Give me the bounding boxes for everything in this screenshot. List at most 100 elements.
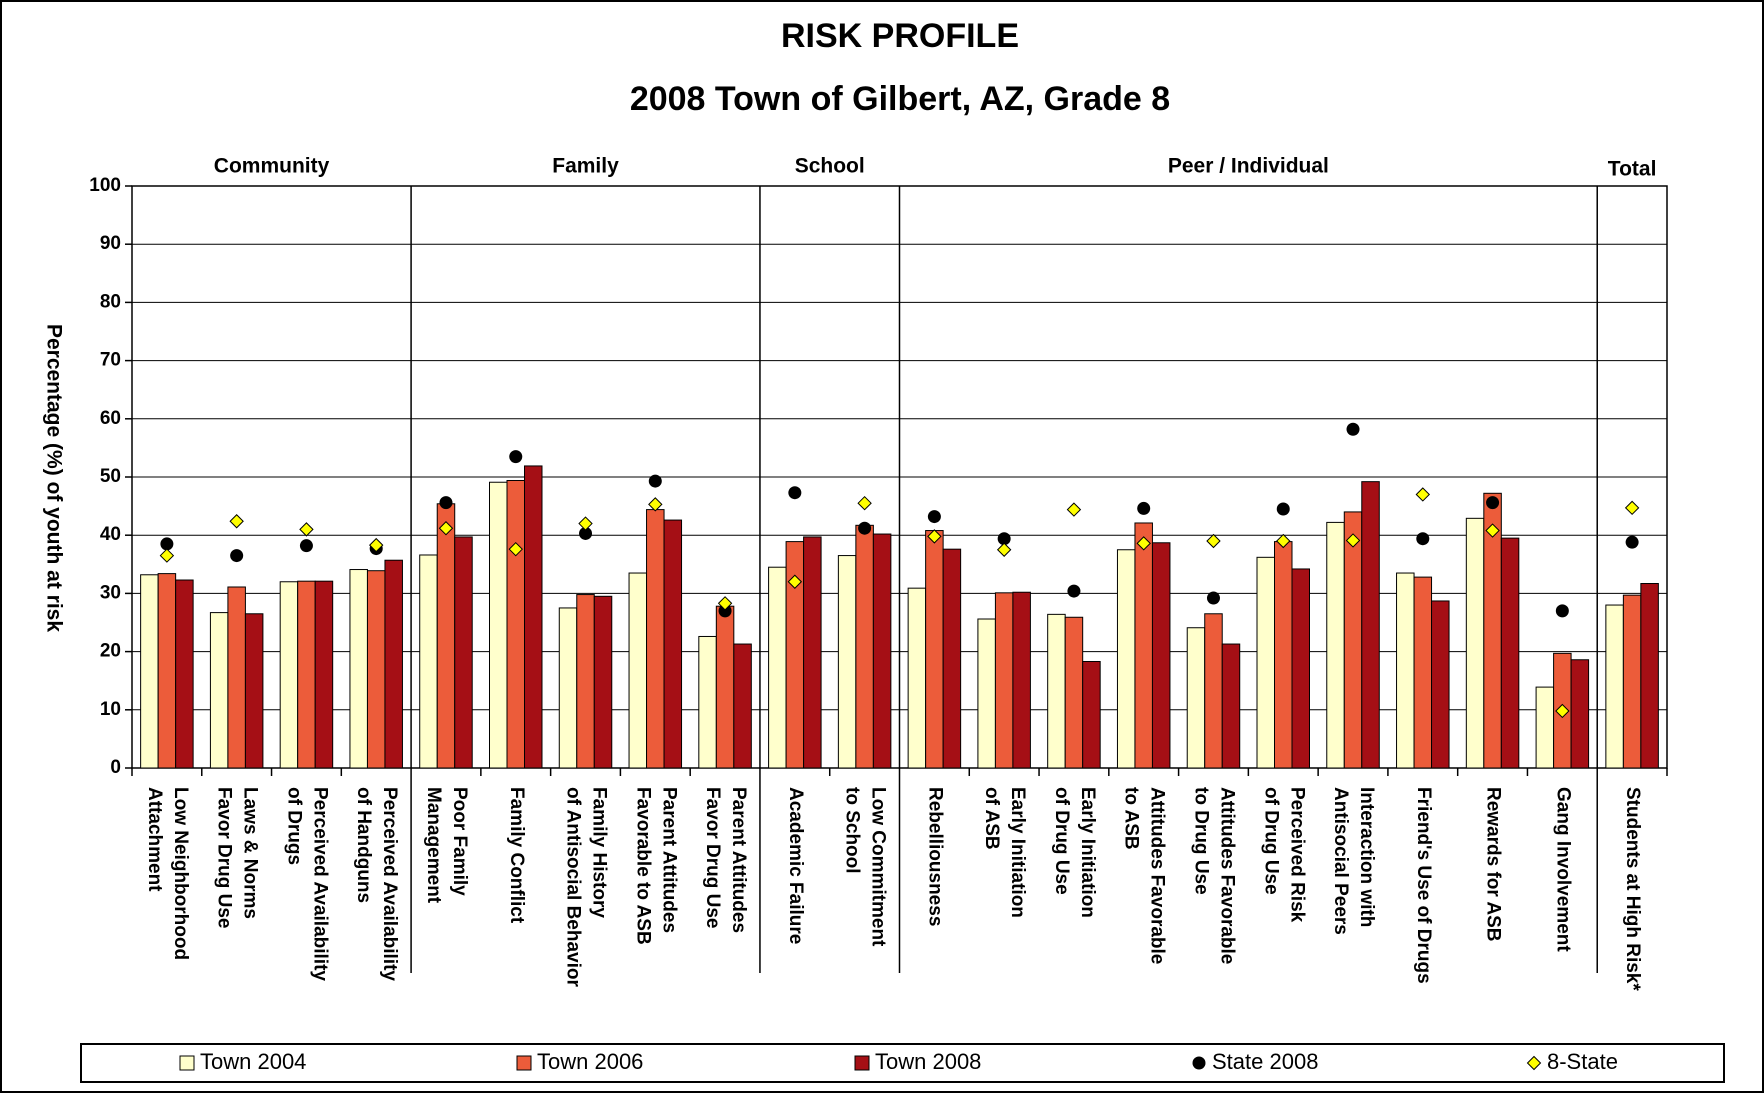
bar bbox=[663, 519, 683, 769]
y-tick-label: 50 bbox=[100, 466, 121, 487]
y-tick-label: 70 bbox=[100, 350, 121, 371]
x-tick-label: Perceived Availabilityof Drugs bbox=[283, 787, 330, 981]
bar bbox=[872, 533, 892, 769]
legend-label: State 2008 bbox=[1212, 1049, 1318, 1074]
diamond-marker bbox=[996, 542, 1012, 557]
group-label: Family bbox=[552, 155, 619, 178]
legend-label: Town 2008 bbox=[875, 1049, 981, 1074]
diamond-marker bbox=[1276, 533, 1291, 549]
y-tick-label: 20 bbox=[100, 641, 121, 662]
bar bbox=[1064, 616, 1084, 769]
x-tick-label: Students at High Risk* bbox=[1622, 787, 1643, 991]
diamond-marker bbox=[229, 514, 244, 529]
bar bbox=[1326, 521, 1345, 769]
state-marker bbox=[858, 521, 872, 535]
bar bbox=[1204, 613, 1223, 769]
bar bbox=[1570, 659, 1590, 769]
x-tick-label: Early Initiationof Drug Use bbox=[1051, 787, 1098, 918]
bar bbox=[244, 613, 264, 769]
state-marker bbox=[1346, 422, 1360, 436]
bar bbox=[1605, 604, 1624, 769]
chart-subtitle: 2008 Town of Gilbert, AZ, Grade 8 bbox=[630, 80, 1170, 118]
bar bbox=[576, 594, 595, 769]
y-tick-label: 40 bbox=[100, 524, 121, 545]
bar bbox=[1186, 627, 1206, 769]
state-marker bbox=[230, 549, 244, 563]
y-tick-label: 90 bbox=[100, 233, 121, 254]
x-tick-label: Rewards for ASB bbox=[1483, 787, 1504, 942]
bar bbox=[855, 524, 874, 769]
chart-title: RISK PROFILE bbox=[781, 17, 1019, 55]
state-marker bbox=[1625, 535, 1639, 549]
bar bbox=[1291, 568, 1310, 769]
bar bbox=[628, 572, 648, 769]
bar bbox=[1256, 556, 1275, 769]
bar bbox=[1082, 660, 1101, 769]
bar bbox=[1535, 686, 1555, 769]
bar bbox=[209, 612, 229, 769]
bar bbox=[715, 605, 735, 769]
bar bbox=[1134, 522, 1153, 769]
bar bbox=[175, 579, 194, 769]
bar bbox=[140, 574, 159, 769]
x-tick-label: Early Initiationof ASB bbox=[981, 787, 1028, 918]
diamond-marker bbox=[927, 529, 942, 544]
state-marker bbox=[1067, 584, 1081, 598]
diamond-marker bbox=[1415, 487, 1431, 502]
bar bbox=[977, 618, 996, 769]
x-tick-label: Perceived Riskof Drug Use bbox=[1260, 787, 1307, 923]
x-tick-label: Parent AttitudesFavor Drug Use bbox=[702, 787, 749, 933]
x-tick-label: Academic Failure bbox=[785, 787, 806, 944]
group-label: Peer / Individual bbox=[1168, 155, 1329, 178]
y-tick-label: 30 bbox=[100, 582, 121, 603]
state-marker bbox=[1276, 502, 1290, 516]
x-tick-label: Laws & NormsFavor Drug Use bbox=[214, 787, 261, 928]
bar bbox=[803, 536, 822, 769]
y-axis-label: Percentage (%) of youth at risk bbox=[42, 324, 65, 632]
legend-label: 8-State bbox=[1547, 1049, 1618, 1074]
group-label: Total bbox=[1608, 158, 1657, 181]
diamond-marker bbox=[787, 574, 803, 589]
bar bbox=[593, 595, 613, 769]
x-tick-label: Interaction withAntisocial Peers bbox=[1330, 787, 1377, 935]
diamond-marker bbox=[857, 495, 872, 511]
diamond-marker bbox=[438, 521, 454, 536]
bar bbox=[837, 555, 857, 769]
legend-swatch bbox=[179, 1055, 195, 1071]
x-tick-label: Parent AttitudesFavorable to ASB bbox=[632, 787, 679, 945]
diamond-marker bbox=[1206, 533, 1221, 549]
legend-swatch bbox=[1526, 1055, 1542, 1071]
state-marker bbox=[160, 537, 174, 551]
y-tick-label: 80 bbox=[100, 291, 121, 312]
state-marker bbox=[509, 450, 523, 464]
legend-swatch bbox=[854, 1055, 870, 1071]
bar bbox=[942, 548, 962, 769]
x-tick-label: Low NeighborhoodAttachment bbox=[144, 787, 191, 960]
bar bbox=[419, 554, 438, 769]
bar bbox=[1047, 613, 1066, 769]
bar bbox=[925, 530, 944, 769]
legend-box bbox=[80, 1043, 1725, 1083]
diamond-marker bbox=[1555, 703, 1570, 719]
x-tick-label: Friend's Use of Drugs bbox=[1413, 787, 1434, 984]
bar bbox=[1413, 576, 1433, 769]
state-marker bbox=[1206, 591, 1220, 605]
legend-swatch bbox=[516, 1055, 532, 1071]
bar bbox=[436, 503, 456, 769]
bar bbox=[1431, 600, 1450, 769]
diamond-marker bbox=[1624, 500, 1640, 516]
state-marker bbox=[1137, 501, 1151, 515]
bar bbox=[768, 566, 787, 769]
bar bbox=[349, 569, 368, 769]
state-marker bbox=[997, 532, 1011, 546]
x-tick-label: Rebelliousness bbox=[924, 787, 945, 926]
y-tick-label: 60 bbox=[100, 408, 121, 429]
y-tick-label: 10 bbox=[100, 699, 121, 720]
bar bbox=[558, 607, 578, 769]
bar bbox=[1396, 572, 1415, 769]
bar bbox=[994, 592, 1014, 769]
group-label: Community bbox=[214, 155, 330, 178]
state-marker bbox=[439, 496, 453, 510]
bar bbox=[297, 580, 316, 769]
